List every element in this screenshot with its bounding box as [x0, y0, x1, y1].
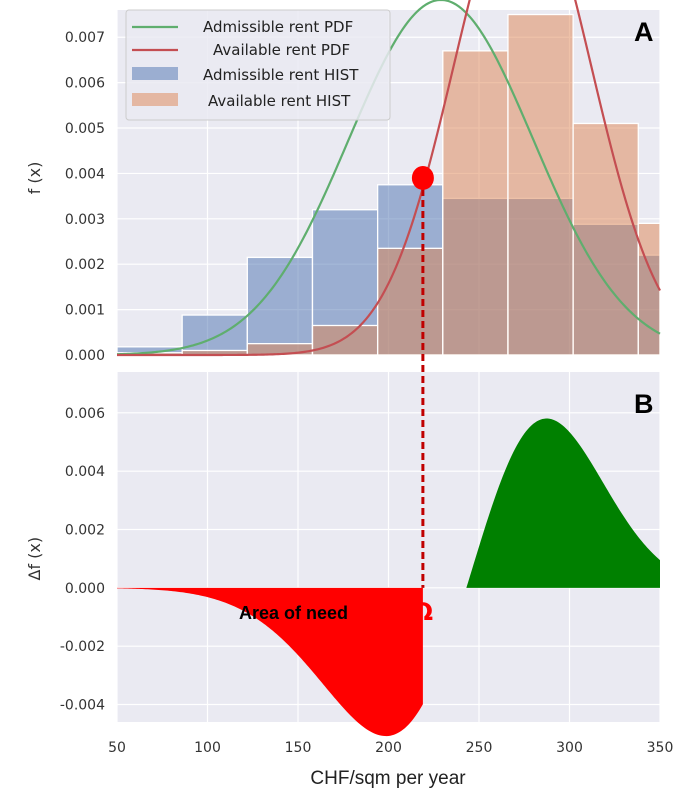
- x-tick-3: 200: [375, 740, 402, 756]
- panel-a-y-label: f (x): [25, 162, 44, 195]
- panel-b-y-tick-4: 0.004: [65, 464, 105, 480]
- omega-label: Ω: [413, 598, 433, 626]
- panel-b-y-tick-3: 0.002: [65, 523, 105, 539]
- panel-b-y-tick-0: -0.004: [60, 698, 105, 714]
- available-hist-bar-6: [507, 13, 574, 356]
- panel-b-y-tick-1: -0.002: [60, 639, 105, 655]
- available-hist-bar-3: [311, 324, 379, 356]
- panel-a-y-tick-1: 0.001: [65, 303, 105, 319]
- panel-a-y-tick-6: 0.006: [65, 76, 105, 92]
- legend-key-admissible-hist: [132, 67, 178, 80]
- x-tick-5: 300: [556, 740, 583, 756]
- panel-b-y-label: Δf (x): [25, 537, 44, 581]
- available-hist-bar-5: [442, 50, 509, 356]
- panel-b-y-tick-5: 0.006: [65, 406, 105, 422]
- panel-a-y-tick-5: 0.005: [65, 121, 105, 137]
- x-tick-1: 100: [194, 740, 221, 756]
- available-pdf-line: [117, 0, 661, 357]
- panel-a-y-tick-2: 0.002: [65, 257, 105, 273]
- legend-key-available-hist: [132, 93, 178, 106]
- x-ticks: 50 100 150 200 250 300 350: [108, 740, 673, 756]
- x-tick-2: 150: [285, 740, 312, 756]
- available-hist-bar-8: [637, 222, 661, 356]
- x-tick-4: 250: [466, 740, 493, 756]
- x-tick-0: 50: [108, 740, 126, 756]
- x-axis-label: CHF/sqm per year: [310, 768, 466, 789]
- panel-b-y-ticks: -0.004 -0.002 0.000 0.002 0.004 0.006: [60, 406, 105, 714]
- available-hist-bar-4: [376, 247, 444, 356]
- panel-a-letter: A: [634, 17, 654, 47]
- panel-a-y-tick-3: 0.003: [65, 212, 105, 228]
- legend-label-admissible-hist: Admissible rent HIST: [203, 66, 359, 84]
- panel-a-y-tick-4: 0.004: [65, 166, 105, 182]
- area-of-need-label: Area of need: [239, 603, 348, 623]
- legend-label-admissible-pdf: Admissible rent PDF: [203, 18, 353, 36]
- legend-label-available-pdf: Available rent PDF: [213, 41, 350, 59]
- x-tick-6: 350: [647, 740, 674, 756]
- panel-a-y-ticks: 0.000 0.001 0.002 0.003 0.004 0.005 0.006 0.007: [65, 30, 105, 364]
- area-of-need-region: [117, 587, 423, 737]
- panel-a-y-tick-0: 0.000: [65, 348, 105, 364]
- legend-box: [125, 9, 391, 121]
- legend: Admissible rent PDF Available rent PDF A…: [125, 9, 391, 121]
- available-hist-bars: [116, 13, 661, 356]
- panel-b: -0.004 -0.002 0.000 0.002 0.004 0.006 50 100 15…: [25, 372, 673, 789]
- surplus-region: [422, 418, 660, 588]
- admissible-hist-bar-1: [181, 314, 248, 356]
- available-hist-bar-7: [572, 122, 639, 356]
- panel-a: 0.000 0.001 0.002 0.003 0.004 0.005 0.006 0.007…: [25, 0, 661, 364]
- panel-b-y-tick-2: 0.000: [65, 581, 105, 597]
- legend-label-available-hist: Available rent HIST: [208, 92, 351, 110]
- panel-a-y-tick-7: 0.007: [65, 30, 105, 46]
- intersection-marker: [411, 165, 434, 190]
- panel-b-letter: B: [634, 389, 654, 419]
